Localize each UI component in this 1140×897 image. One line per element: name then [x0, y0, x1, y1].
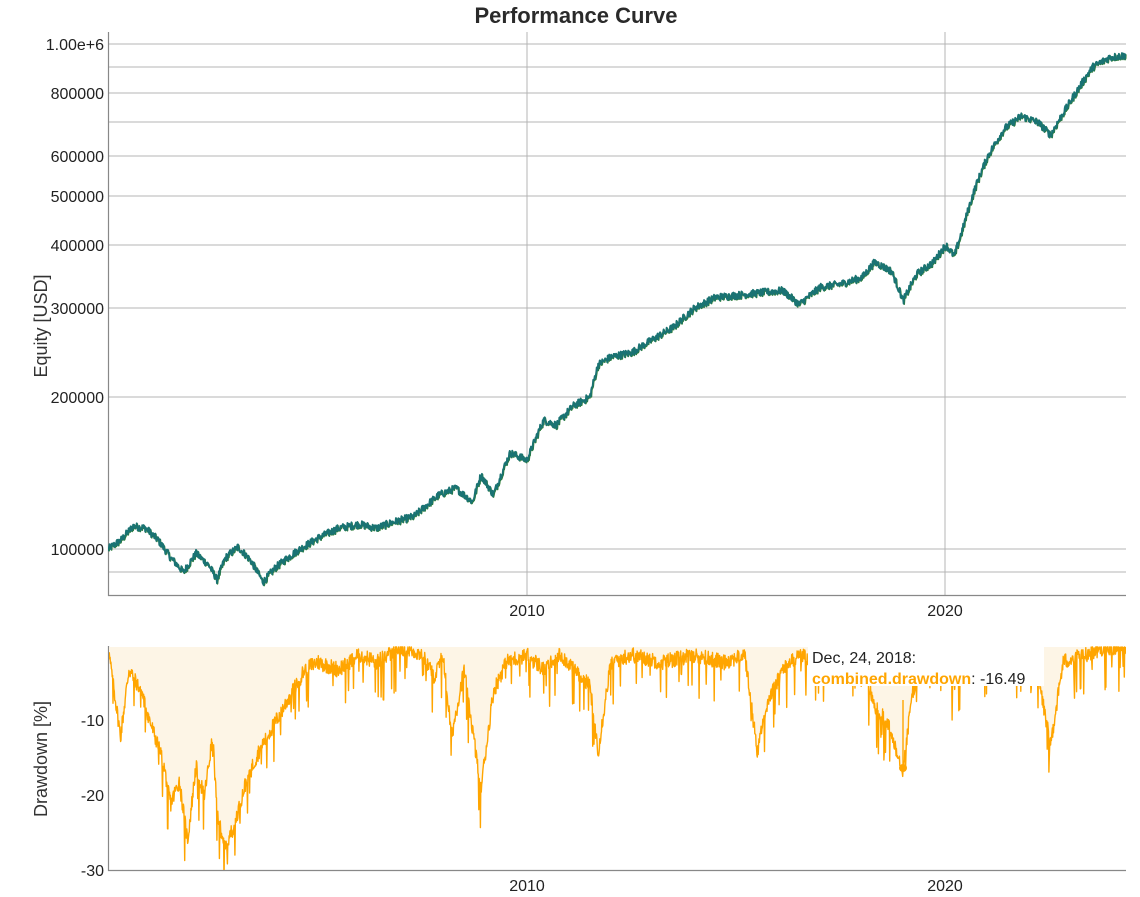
equity-gridlines: [108, 32, 1126, 595]
tooltip-separator: :: [971, 671, 980, 688]
tooltip-value: -16.49: [980, 671, 1025, 688]
y-tick: 200000: [51, 390, 104, 407]
y-tick: -10: [81, 713, 104, 730]
y-tick: 600000: [51, 149, 104, 166]
y-tick: 1.00e+6: [46, 37, 104, 54]
equity-x-ticks: 2010 2020: [509, 603, 963, 620]
y-tick: 500000: [51, 189, 104, 206]
tooltip-row: combined.drawdown: -16.49: [812, 671, 1025, 688]
drawdown-x-ticks: 2010 2020: [509, 878, 963, 895]
equity-line-shadow: [108, 52, 1127, 587]
drawdown-area: [109, 647, 1126, 870]
hover-marker: [899, 764, 907, 772]
x-tick: 2010: [509, 878, 545, 895]
tooltip-background: [808, 646, 1044, 686]
y-tick: -20: [81, 788, 104, 805]
x-tick: 2020: [927, 878, 963, 895]
drawdown-y-axis-title: Drawdown [%]: [31, 701, 51, 817]
equity-y-ticks: 1.00e+6 800000 600000 500000 400000 3000…: [46, 37, 104, 559]
equity-line: [108, 52, 1126, 586]
drawdown-panel[interactable]: -10 -20 -30 2010 2020 Drawdown [%] Dec, …: [31, 646, 1126, 895]
y-tick: 100000: [51, 542, 104, 559]
x-tick: 2010: [509, 603, 545, 620]
y-tick: 400000: [51, 238, 104, 255]
y-tick: 800000: [51, 86, 104, 103]
hover-tooltip: Dec, 24, 2018: combined.drawdown: -16.49: [808, 646, 1044, 772]
y-tick: 300000: [51, 301, 104, 318]
tooltip-series-name: combined.drawdown: [812, 671, 971, 688]
equity-y-axis-title: Equity [USD]: [31, 274, 51, 377]
drawdown-y-ticks: -10 -20 -30: [81, 713, 104, 880]
y-tick: -30: [81, 863, 104, 880]
tooltip-date: Dec, 24, 2018:: [812, 650, 916, 667]
equity-panel[interactable]: 1.00e+6 800000 600000 500000 400000 3000…: [31, 32, 1127, 620]
chart-title: Performance Curve: [475, 3, 678, 28]
equity-series: [108, 52, 1127, 587]
x-tick: 2020: [927, 603, 963, 620]
